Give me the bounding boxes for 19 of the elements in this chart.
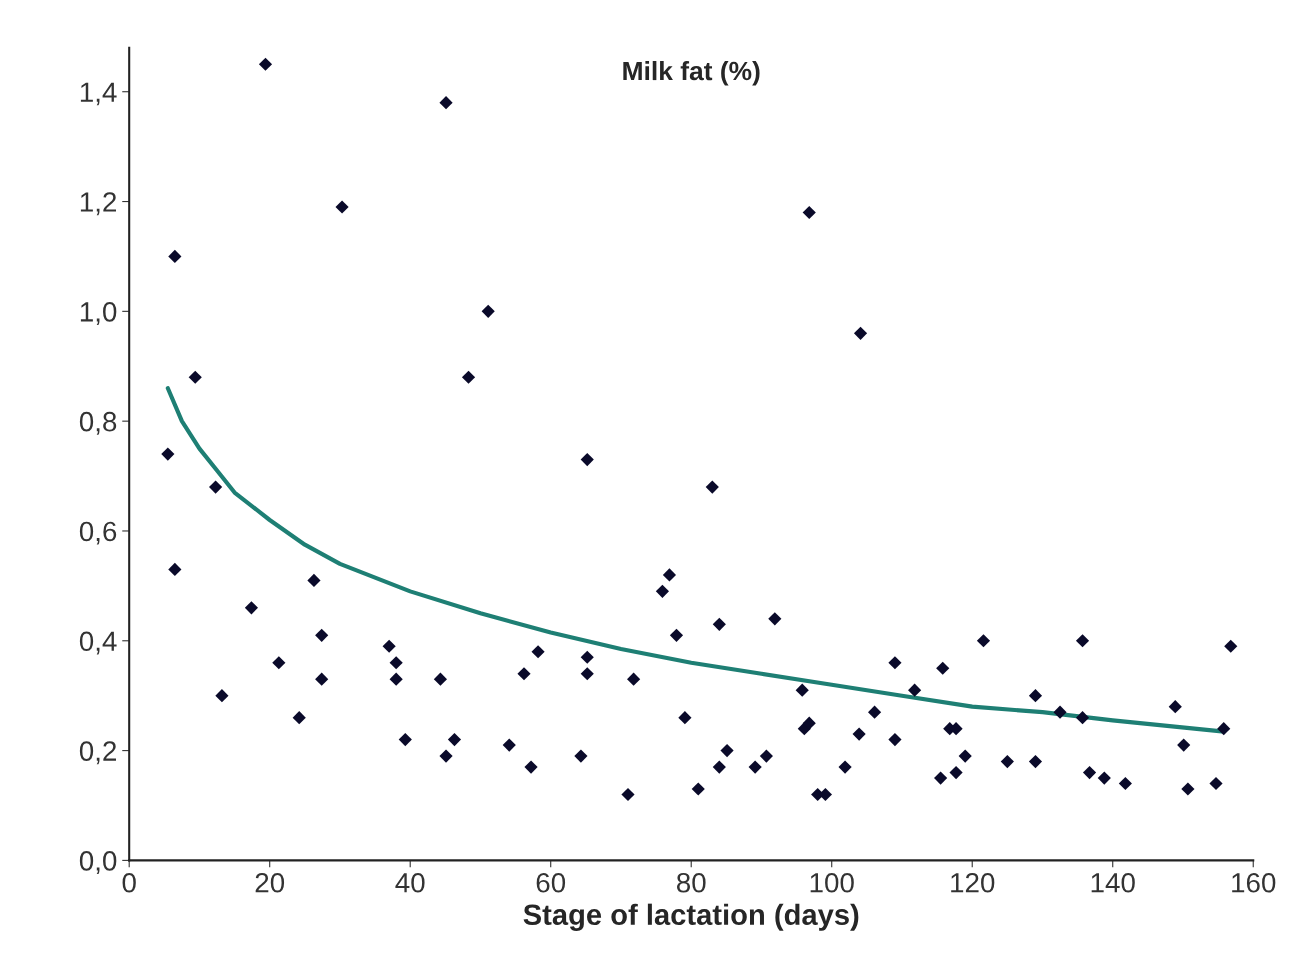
y-tick-label: 0,0 [79,851,117,875]
x-tick-label: 0 [122,872,136,893]
x-tick-label: 20 [255,872,285,893]
x-tick-label: 80 [676,872,706,893]
chart-title: Milk fat (%) [623,60,760,86]
x-tick-label: 40 [395,872,425,893]
y-tick-label: 1,4 [80,82,117,106]
x-tick-label: 140 [1091,872,1135,893]
x-tick-label: 120 [951,872,995,893]
y-tick-label: 0,6 [79,521,117,545]
x-tick-label: 60 [536,872,566,893]
y-tick-label: 1,2 [80,192,116,216]
y-tick-label: 0,4 [79,631,117,655]
y-tick-label: 0,2 [79,741,116,765]
x-tick-label: 100 [810,872,854,893]
x-tick-label: 160 [1232,872,1276,893]
y-tick-label: 1,0 [80,302,117,325]
x-axis-title: Stage of lactation (days) [523,903,859,931]
y-tick-label: 0,8 [79,411,117,435]
